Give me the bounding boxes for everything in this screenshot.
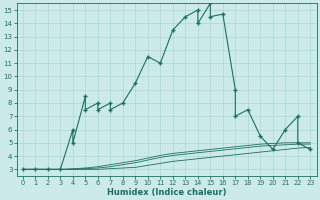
X-axis label: Humidex (Indice chaleur): Humidex (Indice chaleur) (107, 188, 226, 197)
